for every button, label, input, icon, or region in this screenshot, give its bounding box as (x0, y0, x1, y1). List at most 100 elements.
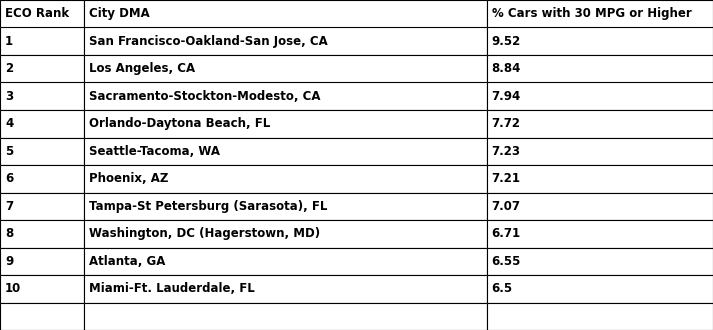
Text: 6.5: 6.5 (491, 282, 513, 295)
Bar (486, 55, 713, 82)
Bar (486, 82, 713, 110)
Text: % Cars with 30 MPG or Higher: % Cars with 30 MPG or Higher (491, 7, 692, 20)
Bar (83, 82, 486, 110)
Bar (83, 110, 486, 138)
Bar (83, 220, 486, 248)
Bar (486, 138, 713, 165)
Text: 9: 9 (5, 255, 14, 268)
Bar (486, 0, 713, 27)
Bar (486, 275, 713, 303)
Bar (83, 303, 486, 330)
Bar (83, 138, 486, 165)
Text: San Francisco-Oakland-San Jose, CA: San Francisco-Oakland-San Jose, CA (88, 35, 327, 48)
Bar (486, 110, 713, 138)
Bar (486, 138, 713, 165)
Bar (83, 27, 486, 55)
Text: Sacramento-Stockton-Modesto, CA: Sacramento-Stockton-Modesto, CA (88, 90, 320, 103)
Text: Los Angeles, CA: Los Angeles, CA (88, 62, 195, 75)
Bar (486, 165, 713, 192)
Text: 4: 4 (5, 117, 14, 130)
Bar (0, 192, 83, 220)
Bar (486, 248, 713, 275)
Bar (486, 275, 713, 303)
Text: 7.23: 7.23 (491, 145, 520, 158)
Text: 7.07: 7.07 (491, 200, 520, 213)
Bar (0, 110, 83, 138)
Bar (0, 220, 83, 248)
Bar (486, 192, 713, 220)
Bar (0, 275, 83, 303)
Bar (486, 55, 713, 82)
Bar (0, 248, 83, 275)
Bar (0, 82, 83, 110)
Bar (83, 165, 486, 192)
Bar (486, 303, 713, 330)
Bar (83, 27, 486, 55)
Bar (486, 303, 713, 330)
Text: 7.94: 7.94 (491, 90, 521, 103)
Bar (83, 0, 486, 27)
Text: Seattle-Tacoma, WA: Seattle-Tacoma, WA (88, 145, 220, 158)
Bar (486, 82, 713, 110)
Text: ECO Rank: ECO Rank (5, 7, 69, 20)
Text: 9.52: 9.52 (491, 35, 521, 48)
Bar (83, 0, 486, 27)
Bar (0, 192, 83, 220)
Bar (0, 110, 83, 138)
Text: Phoenix, AZ: Phoenix, AZ (88, 172, 168, 185)
Bar (486, 0, 713, 27)
Bar (0, 303, 83, 330)
Bar (0, 27, 83, 55)
Text: 8: 8 (5, 227, 14, 240)
Text: 6: 6 (5, 172, 14, 185)
Bar (0, 138, 83, 165)
Bar (486, 165, 713, 192)
Bar (83, 138, 486, 165)
Bar (83, 82, 486, 110)
Bar (83, 165, 486, 192)
Text: 10: 10 (5, 282, 21, 295)
Text: 5: 5 (5, 145, 14, 158)
Bar (83, 303, 486, 330)
Bar (0, 0, 83, 27)
Bar (83, 220, 486, 248)
Text: 7: 7 (5, 200, 13, 213)
Bar (83, 248, 486, 275)
Text: 7.72: 7.72 (491, 117, 520, 130)
Bar (0, 165, 83, 192)
Bar (0, 303, 83, 330)
Text: 7.21: 7.21 (491, 172, 520, 185)
Bar (486, 220, 713, 248)
Text: 1: 1 (5, 35, 13, 48)
Bar (0, 220, 83, 248)
Bar (486, 220, 713, 248)
Bar (83, 275, 486, 303)
Bar (83, 55, 486, 82)
Bar (0, 55, 83, 82)
Text: City DMA: City DMA (88, 7, 150, 20)
Bar (0, 248, 83, 275)
Bar (83, 192, 486, 220)
Text: 6.55: 6.55 (491, 255, 521, 268)
Bar (0, 275, 83, 303)
Bar (0, 82, 83, 110)
Bar (486, 248, 713, 275)
Text: Tampa-St Petersburg (Sarasota), FL: Tampa-St Petersburg (Sarasota), FL (88, 200, 327, 213)
Bar (486, 192, 713, 220)
Bar (0, 55, 83, 82)
Bar (486, 27, 713, 55)
Bar (83, 192, 486, 220)
Text: Washington, DC (Hagerstown, MD): Washington, DC (Hagerstown, MD) (88, 227, 320, 240)
Text: 8.84: 8.84 (491, 62, 521, 75)
Bar (83, 275, 486, 303)
Bar (0, 165, 83, 192)
Bar (83, 55, 486, 82)
Bar (0, 0, 83, 27)
Bar (83, 110, 486, 138)
Text: Orlando-Daytona Beach, FL: Orlando-Daytona Beach, FL (88, 117, 270, 130)
Bar (486, 110, 713, 138)
Bar (486, 27, 713, 55)
Bar (0, 138, 83, 165)
Bar (0, 27, 83, 55)
Text: Miami-Ft. Lauderdale, FL: Miami-Ft. Lauderdale, FL (88, 282, 255, 295)
